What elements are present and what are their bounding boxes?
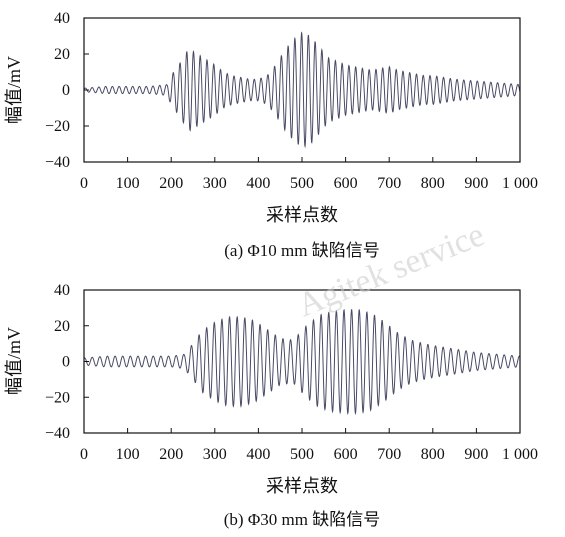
x-tick-label: 800 [421,175,445,192]
signal-line [83,308,521,416]
x-ticks-a: 0 100 200 300 400 500 600 700 800 900 1 000 [80,157,538,192]
x-tick-label: 700 [377,175,401,192]
x-tick-label: 600 [334,446,358,463]
x-tick-label: 200 [159,446,183,463]
signal-b [83,308,521,416]
watermark: Agitek service [293,216,490,324]
x-tick-label: 900 [464,175,488,192]
x-tick-label: 400 [246,446,270,463]
x-tick-label: 100 [116,175,140,192]
signal-line [83,31,521,149]
x-tick-label: 300 [203,175,227,192]
caption-a: (a) Φ10 mm 缺陷信号 [224,241,380,260]
x-axis-label-a: 采样点数 [266,205,338,225]
y-tick-label: 0 [62,354,70,371]
caption-b: (b) Φ30 mm 缺陷信号 [224,510,380,529]
x-tick-label: 0 [80,446,88,463]
y-tick-label: 20 [54,318,70,335]
y-tick-label: −40 [45,425,70,442]
x-tick-label: 300 [203,446,227,463]
x-tick-label: 100 [116,446,140,463]
y-tick-label: −20 [45,118,70,135]
y-tick-label: 0 [62,82,70,99]
y-tick-label: 40 [54,282,70,299]
x-tick-label: 800 [421,446,445,463]
x-tick-label: 200 [159,175,183,192]
y-ticks-b: 40 20 0 −20 −40 [45,282,89,442]
y-axis-label-a: 幅值/mV [4,56,24,124]
x-tick-label: 1 000 [502,175,538,192]
x-tick-label: 500 [290,446,314,463]
y-tick-label: −40 [45,154,70,171]
x-axis-label-b: 采样点数 [266,476,338,496]
x-tick-label: 600 [334,175,358,192]
y-axis-label-b: 幅值/mV [4,327,24,395]
x-tick-label: 500 [290,175,314,192]
x-tick-label: 0 [80,175,88,192]
x-tick-label: 900 [464,446,488,463]
signal-a [83,31,521,149]
x-tick-label: 1 000 [502,446,538,463]
y-tick-label: 40 [54,10,70,27]
y-tick-label: 20 [54,46,70,63]
y-tick-label: −20 [45,389,70,406]
y-ticks-a: 40 20 0 −20 −40 [45,10,89,171]
x-tick-label: 700 [377,446,401,463]
x-ticks-b: 0 100 200 300 400 500 600 700 800 900 1 000 [80,428,538,463]
x-tick-label: 400 [246,175,270,192]
